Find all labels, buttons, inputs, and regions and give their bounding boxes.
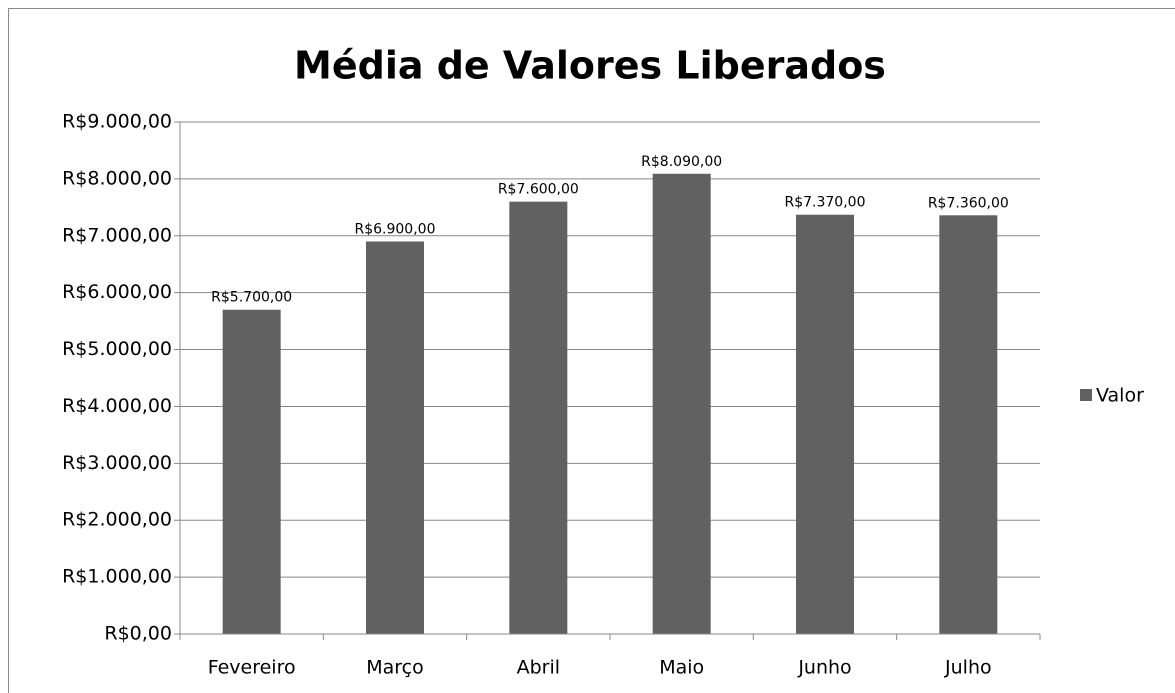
value-label: R$8.090,00 <box>641 154 722 170</box>
legend-label: Valor <box>1096 385 1144 407</box>
y-tick-label: R$2.000,00 <box>62 509 172 531</box>
chart-title: Média de Valores Liberados <box>294 44 886 88</box>
y-tick-label: R$0,00 <box>104 623 172 645</box>
y-tick-label: R$8.000,00 <box>62 167 172 189</box>
x-tick-label: Fevereiro <box>208 657 296 679</box>
value-label: R$7.370,00 <box>785 195 866 211</box>
y-tick-label: R$3.000,00 <box>62 452 172 474</box>
y-tick-label: R$4.000,00 <box>62 395 172 417</box>
x-tick-label: Março <box>366 657 424 679</box>
x-tick-label: Junho <box>797 657 851 679</box>
bar <box>366 241 424 634</box>
bar <box>796 214 854 634</box>
value-label: R$7.360,00 <box>928 195 1009 211</box>
bar <box>509 201 568 634</box>
chart-border <box>8 8 1175 693</box>
y-tick-label: R$7.000,00 <box>62 224 172 246</box>
y-tick-label: R$5.000,00 <box>62 338 172 360</box>
legend-swatch <box>1080 389 1092 401</box>
bar <box>939 215 998 634</box>
bar <box>652 173 711 634</box>
x-tick-label: Maio <box>659 657 704 679</box>
y-tick-label: R$6.000,00 <box>62 281 172 303</box>
x-tick-label: Abril <box>517 657 560 679</box>
y-tick-label: R$9.000,00 <box>62 111 172 133</box>
value-label: R$7.600,00 <box>498 182 579 198</box>
x-tick-label: Julho <box>944 657 992 679</box>
bar <box>222 309 281 634</box>
value-label: R$5.700,00 <box>211 290 292 306</box>
value-label: R$6.900,00 <box>355 221 436 237</box>
y-tick-label: R$1.000,00 <box>62 566 172 588</box>
